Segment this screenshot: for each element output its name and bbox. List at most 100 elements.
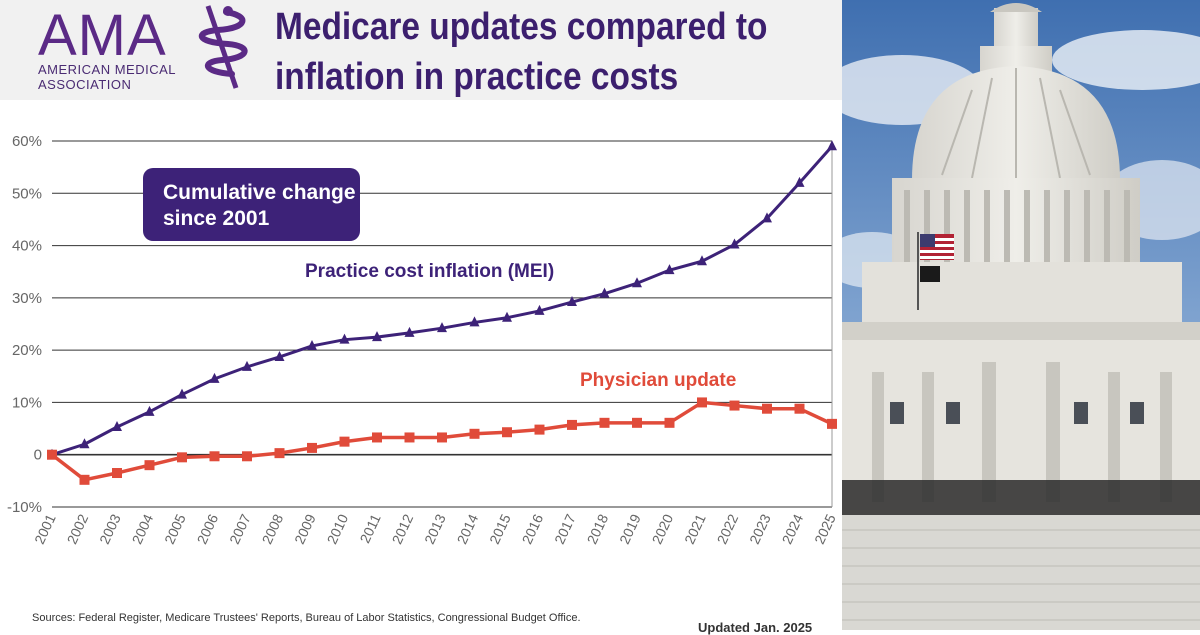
data-point xyxy=(47,449,57,460)
x-tick-label: 2021 xyxy=(681,511,709,546)
lantern-roof xyxy=(990,3,1042,12)
data-point xyxy=(469,316,480,327)
line-chart: -10% 0 10% 20% 30% 40% 50% 60% 2001 2002 2003 2004… xyxy=(7,133,839,547)
y-tick-label: 60% xyxy=(12,133,42,150)
data-point xyxy=(664,417,675,428)
facade-windows xyxy=(890,402,1144,424)
x-tick-label: 2013 xyxy=(421,511,449,546)
lantern xyxy=(994,8,1038,48)
x-tick-label: 2017 xyxy=(551,511,579,546)
data-point xyxy=(79,438,90,449)
updated-date: Updated Jan. 2025 xyxy=(698,620,813,635)
data-point xyxy=(242,360,252,371)
data-point xyxy=(437,432,447,443)
data-point xyxy=(827,418,837,429)
steps xyxy=(842,515,1200,630)
data-point xyxy=(567,419,577,430)
x-tick-label: 2009 xyxy=(291,511,319,546)
x-tick-label: 2023 xyxy=(746,511,774,546)
x-tick-label: 2002 xyxy=(64,511,92,546)
series-label-physician: Physician update xyxy=(580,370,736,391)
x-tick-label: 2010 xyxy=(324,511,352,546)
data-point xyxy=(599,287,610,298)
ama-logo: AMA AMERICAN MEDICAL ASSOCIATION xyxy=(30,2,250,98)
data-point xyxy=(144,405,155,416)
data-point xyxy=(112,421,122,432)
logo-line2: ASSOCIATION xyxy=(38,77,132,92)
logo-line1: AMERICAN MEDICAL xyxy=(38,62,177,77)
stair-lines xyxy=(842,529,1200,621)
y-tick-label: 30% xyxy=(12,290,42,307)
x-tick-label: 2003 xyxy=(96,511,124,546)
chart-panel: AMA AMERICAN MEDICAL ASSOCIATION Medicar… xyxy=(0,0,842,635)
x-tick-label: 2022 xyxy=(714,511,742,546)
data-point xyxy=(794,176,805,187)
data-point xyxy=(404,326,415,337)
data-point xyxy=(437,322,447,333)
annotation-line2: since 2001 xyxy=(163,207,270,230)
dome-ribs xyxy=(941,68,1091,180)
data-point xyxy=(209,451,220,462)
data-point xyxy=(697,255,707,266)
data-point xyxy=(534,304,545,315)
title-line2: inflation in practice costs xyxy=(275,56,679,98)
pow-flag xyxy=(920,266,940,282)
capitol-photo xyxy=(842,0,1200,630)
x-tick-label: 2007 xyxy=(226,511,254,546)
logo-letters: AMA xyxy=(38,3,167,68)
cloud xyxy=(1052,30,1200,90)
x-tick-label: 2012 xyxy=(389,511,417,546)
x-tick-label: 2006 xyxy=(194,511,222,546)
american-flag xyxy=(920,234,954,260)
x-tick-label: 2015 xyxy=(486,511,514,546)
data-point xyxy=(762,403,772,414)
y-tick-label: 20% xyxy=(12,342,42,359)
data-point xyxy=(502,311,512,322)
data-point xyxy=(469,428,480,439)
x-tick-label: 2008 xyxy=(259,511,287,546)
data-point xyxy=(599,417,610,428)
fence xyxy=(842,480,1200,516)
logo-subtitle: AMERICAN MEDICAL ASSOCIATION xyxy=(38,62,208,92)
x-tick-label: 2018 xyxy=(584,511,612,546)
data-point xyxy=(274,448,285,459)
y-tick-label: 50% xyxy=(12,185,42,202)
data-point xyxy=(372,432,382,443)
y-axis-ticks: -10% 0 10% 20% 30% 40% 50% 60% xyxy=(7,133,42,516)
x-axis-ticks: 2001 2002 2003 2004 2005 2006 2007 2008 2009 2010… xyxy=(31,511,839,546)
data-point xyxy=(307,339,317,350)
data-point xyxy=(307,442,317,453)
title-line1: Medicare updates compared to xyxy=(275,6,768,48)
x-tick-label: 2011 xyxy=(356,511,383,545)
data-point xyxy=(697,397,707,408)
data-point xyxy=(827,140,837,151)
data-point xyxy=(567,296,577,307)
data-point xyxy=(79,474,90,485)
series-lines xyxy=(47,140,837,485)
x-tick-label: 2014 xyxy=(454,511,482,546)
header-band: AMA AMERICAN MEDICAL ASSOCIATION Medicar… xyxy=(0,0,842,100)
data-point xyxy=(729,238,740,249)
x-tick-label: 2020 xyxy=(649,511,677,546)
data-point xyxy=(534,424,545,435)
data-point xyxy=(794,403,805,414)
balustrade xyxy=(842,322,1200,342)
sources-note: Sources: Federal Register, Medicare Trus… xyxy=(32,612,581,624)
y-tick-label: 10% xyxy=(12,394,42,411)
data-point xyxy=(274,350,285,361)
data-point xyxy=(209,372,220,383)
data-point xyxy=(177,388,187,399)
x-tick-label: 2025 xyxy=(811,511,839,546)
data-point xyxy=(404,432,415,443)
data-point xyxy=(112,468,122,479)
page-title: Medicare updates compared to inflation i… xyxy=(275,2,768,102)
data-point xyxy=(664,264,675,275)
y-tick-label: -10% xyxy=(7,499,42,516)
facade-columns xyxy=(872,362,1172,502)
x-tick-label: 2004 xyxy=(129,511,157,546)
annotation-line1: Cumulative change xyxy=(163,181,356,204)
drum-columns xyxy=(904,190,1130,262)
series-label-mei: Practice cost inflation (MEI) xyxy=(305,261,554,282)
data-point xyxy=(372,331,382,342)
data-point xyxy=(762,212,772,223)
